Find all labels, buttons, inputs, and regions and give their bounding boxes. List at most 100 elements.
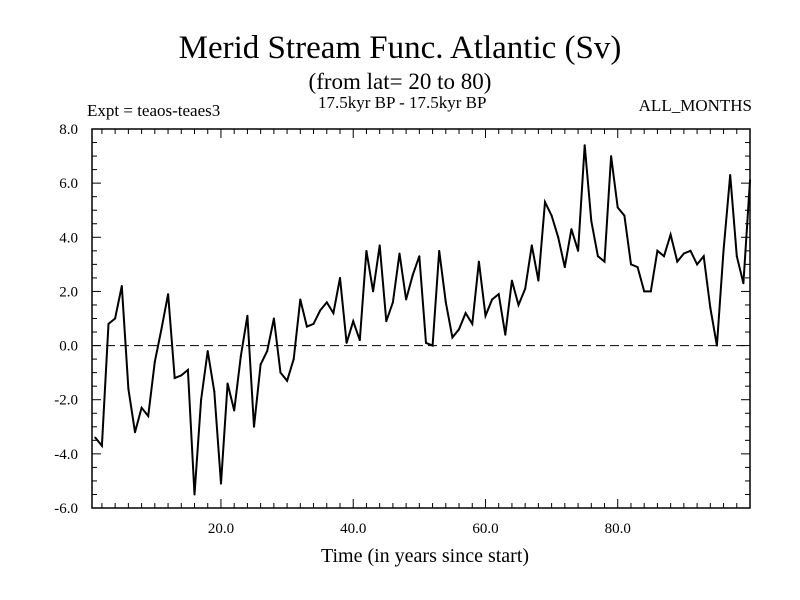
y-tick-label: 2.0 <box>59 284 78 300</box>
data-point <box>140 406 143 409</box>
data-point <box>345 341 348 344</box>
data-point <box>464 312 467 315</box>
data-point <box>114 317 117 320</box>
data-point <box>583 144 586 147</box>
data-point <box>391 301 394 304</box>
data-point <box>372 290 375 293</box>
data-point <box>405 298 408 301</box>
data-point <box>378 244 381 247</box>
data-point <box>444 301 447 304</box>
data-point <box>623 214 626 217</box>
data-point <box>193 493 196 496</box>
y-tick-label: -4.0 <box>54 447 78 463</box>
data-point <box>537 279 540 282</box>
data-points <box>94 144 751 496</box>
data-point <box>239 355 242 358</box>
data-point <box>385 320 388 323</box>
data-point <box>120 285 123 288</box>
data-point <box>491 298 494 301</box>
data-point <box>418 255 421 258</box>
data-point <box>510 279 513 282</box>
chart-subtitle: (from lat= 20 to 80) <box>308 69 492 94</box>
data-point <box>715 344 718 347</box>
axis-tick-labels: 8.0 6.0 4.0 2.0 0.0 -2.0 -4.0 -6.0 20.0 40.0 60.0 8… <box>54 122 631 537</box>
data-point <box>173 377 176 380</box>
data-point <box>292 358 295 361</box>
data-point <box>669 233 672 236</box>
data-point <box>702 255 705 258</box>
data-point <box>636 266 639 269</box>
data-point <box>517 303 520 306</box>
data-point <box>94 436 97 439</box>
data-point <box>167 293 170 296</box>
data-point <box>709 306 712 309</box>
y-tick-label: -6.0 <box>54 501 78 517</box>
data-point <box>451 336 454 339</box>
data-point <box>438 249 441 252</box>
data-point <box>213 390 216 393</box>
data-point <box>133 431 136 434</box>
data-point <box>431 344 434 347</box>
data-point <box>649 290 652 293</box>
data-point <box>530 244 533 247</box>
data-point <box>543 201 546 204</box>
data-point <box>180 374 183 377</box>
data-point <box>557 236 560 239</box>
data-point <box>643 290 646 293</box>
data-point <box>100 444 103 447</box>
data-point <box>153 360 156 363</box>
data-point <box>663 255 666 258</box>
data-point <box>504 333 507 336</box>
data-point <box>299 298 302 301</box>
data-point <box>286 379 289 382</box>
y-tick-label: 0.0 <box>59 339 78 355</box>
data-point <box>729 174 732 177</box>
data-point <box>206 349 209 352</box>
axis-ticks <box>92 128 751 509</box>
x-tick-label: 60.0 <box>472 521 498 537</box>
data-point <box>629 263 632 266</box>
data-point <box>233 409 236 412</box>
data-point <box>279 371 282 374</box>
series-line <box>94 145 751 495</box>
data-point <box>570 228 573 231</box>
data-point <box>312 322 315 325</box>
data-point <box>471 322 474 325</box>
data-point <box>458 328 461 331</box>
data-point <box>147 414 150 417</box>
data-point <box>352 320 355 323</box>
data-point <box>696 263 699 266</box>
data-point <box>398 252 401 255</box>
data-point <box>259 363 262 366</box>
data-point <box>596 255 599 258</box>
data-point <box>358 339 361 342</box>
data-point <box>411 274 414 277</box>
data-point <box>563 266 566 269</box>
data-point <box>219 482 222 485</box>
data-point <box>305 325 308 328</box>
data-point <box>610 155 613 158</box>
y-tick-label: 8.0 <box>59 122 78 138</box>
data-point <box>160 328 163 331</box>
data-point <box>550 214 553 217</box>
data-point <box>590 220 593 223</box>
data-point <box>253 425 256 428</box>
data-point <box>735 255 738 258</box>
period-label: 17.5kyr BP - 17.5kyr BP <box>318 93 487 112</box>
data-point <box>200 398 203 401</box>
data-point <box>319 309 322 312</box>
y-tick-label: -2.0 <box>54 393 78 409</box>
data-point <box>524 287 527 290</box>
experiment-label: Expt = teaos-teaes3 <box>87 101 221 120</box>
data-point <box>682 252 685 255</box>
data-point <box>127 387 130 390</box>
data-point <box>272 317 275 320</box>
y-tick-label: 6.0 <box>59 176 78 192</box>
data-point <box>246 314 249 317</box>
data-point <box>424 341 427 344</box>
data-point <box>107 322 110 325</box>
data-point <box>365 249 368 252</box>
data-point <box>577 249 580 252</box>
data-point <box>266 349 269 352</box>
x-tick-label: 40.0 <box>340 521 366 537</box>
